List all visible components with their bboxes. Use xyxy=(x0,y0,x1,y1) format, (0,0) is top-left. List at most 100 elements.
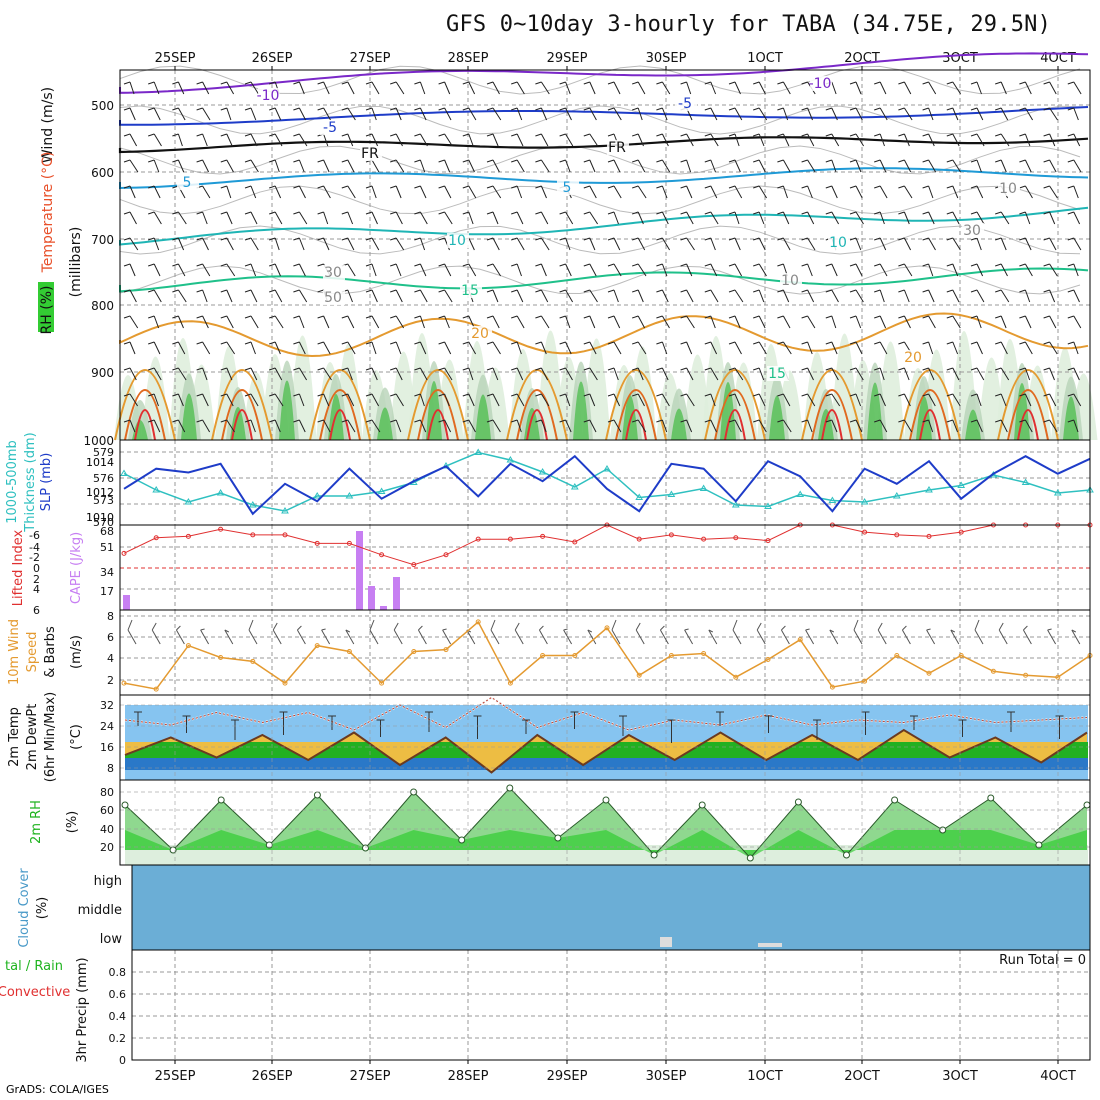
temp-minmax-bar xyxy=(1055,715,1064,739)
wind10-barb xyxy=(998,622,1008,645)
wind-barb xyxy=(849,185,863,199)
wind-barb xyxy=(414,237,426,251)
wind-barb xyxy=(995,237,1007,251)
thickness-point xyxy=(377,487,386,494)
wind-barb xyxy=(462,159,475,173)
wind-barb xyxy=(196,341,211,355)
wind10-speed-point xyxy=(733,674,739,680)
lifted-index-line xyxy=(123,524,1090,566)
wind-barb xyxy=(583,289,598,303)
wind10-barb xyxy=(587,629,597,645)
rh2m-fill xyxy=(125,788,1087,858)
wind-barb xyxy=(704,341,718,355)
wind-barb xyxy=(801,341,813,355)
wind10-barb xyxy=(877,622,887,645)
wind-barb xyxy=(317,367,332,381)
wind-barb xyxy=(123,159,139,173)
wind-barb xyxy=(583,419,597,433)
wind-barb xyxy=(414,81,426,95)
li-tick: 6 xyxy=(33,604,40,617)
wind-barb xyxy=(220,367,233,381)
wind-barb xyxy=(317,185,331,199)
label-2m-rh: 2m RH xyxy=(29,800,44,844)
wind-barb xyxy=(777,237,791,251)
wind-barb xyxy=(1019,341,1033,355)
wind-barb xyxy=(148,263,161,277)
lifted-index-point xyxy=(346,540,352,546)
cape-tick: 68 xyxy=(100,525,114,538)
wind10-speed-point xyxy=(282,680,288,686)
wind10-barb xyxy=(514,622,524,645)
wind-barb xyxy=(123,419,136,433)
lifted-index-point xyxy=(926,533,932,539)
thickness-point xyxy=(216,489,225,496)
wind-barb xyxy=(753,107,768,121)
wind-barb xyxy=(438,419,452,433)
rh2m-point xyxy=(506,784,514,792)
wind-barb xyxy=(922,315,936,329)
wind-barb xyxy=(196,81,210,95)
wind-barb xyxy=(196,419,211,433)
wind10-speed-point xyxy=(990,668,996,674)
wind-barb xyxy=(607,159,621,173)
wind-barb xyxy=(196,133,208,147)
wind10-barb xyxy=(1047,628,1057,645)
wind-barb xyxy=(995,341,1008,355)
wind-barb xyxy=(777,81,791,95)
wind-barb xyxy=(341,107,356,121)
precip-tick: 0.4 xyxy=(109,1010,127,1023)
wind-barb xyxy=(1019,419,1033,433)
temp-minmax-bar xyxy=(328,715,336,730)
wind-barb xyxy=(753,211,765,225)
wind-barb xyxy=(728,289,744,303)
temp-contour-freezing xyxy=(118,136,1089,154)
contour-label-bg xyxy=(177,175,199,190)
wind-barb xyxy=(172,419,186,433)
wind-barb xyxy=(365,315,380,329)
wind-barb xyxy=(583,107,597,121)
wind-barb xyxy=(946,81,962,95)
wind-barb xyxy=(970,185,984,199)
wind-barb xyxy=(414,367,428,381)
wind-barb xyxy=(995,107,1009,121)
rh-contour-line xyxy=(119,265,1081,295)
bottom-date-label: 26SEP xyxy=(252,1069,293,1084)
wind-barb xyxy=(535,107,548,121)
wind-barb xyxy=(365,263,377,277)
wind-barb xyxy=(220,393,234,407)
slp-left-tick: 579 xyxy=(93,446,114,459)
contour-label-bg xyxy=(557,180,579,195)
contour-label: 50 xyxy=(324,290,342,306)
temp-minmax-bar xyxy=(667,719,676,743)
wind-barb xyxy=(680,159,692,173)
contour-label-bg xyxy=(447,233,469,248)
contour-label: 5 xyxy=(563,180,572,196)
wind-barb xyxy=(632,341,647,355)
wind-barb xyxy=(801,107,813,121)
contour-label: 10 xyxy=(448,233,466,249)
wind-barb xyxy=(511,81,525,95)
rh-blob-green xyxy=(181,393,197,440)
rh-blob-green xyxy=(720,382,736,440)
lifted-index-point xyxy=(540,533,546,539)
wind-barb xyxy=(511,237,525,251)
wind-barb xyxy=(365,289,378,303)
wind10-barb xyxy=(684,628,694,645)
thickness-point xyxy=(1053,489,1062,496)
temp-contour-35 xyxy=(919,409,941,441)
wind-barb xyxy=(390,185,402,199)
wind-barb xyxy=(414,315,425,329)
rh2m-point xyxy=(650,851,658,859)
wind-barb xyxy=(1043,341,1058,355)
rh-contour-line xyxy=(119,225,1081,255)
wind10-barb xyxy=(635,622,645,645)
wind-barb xyxy=(898,263,913,277)
wind-barb xyxy=(874,263,888,277)
wind-barb xyxy=(704,419,717,433)
temp-contour-35 xyxy=(134,409,156,441)
wind10-barb xyxy=(417,625,427,645)
wind-barb xyxy=(511,107,523,121)
contour-label: 30 xyxy=(324,265,342,281)
run-total: Run Total = 0 xyxy=(999,953,1086,968)
precip-tick: 0.2 xyxy=(109,1032,127,1045)
